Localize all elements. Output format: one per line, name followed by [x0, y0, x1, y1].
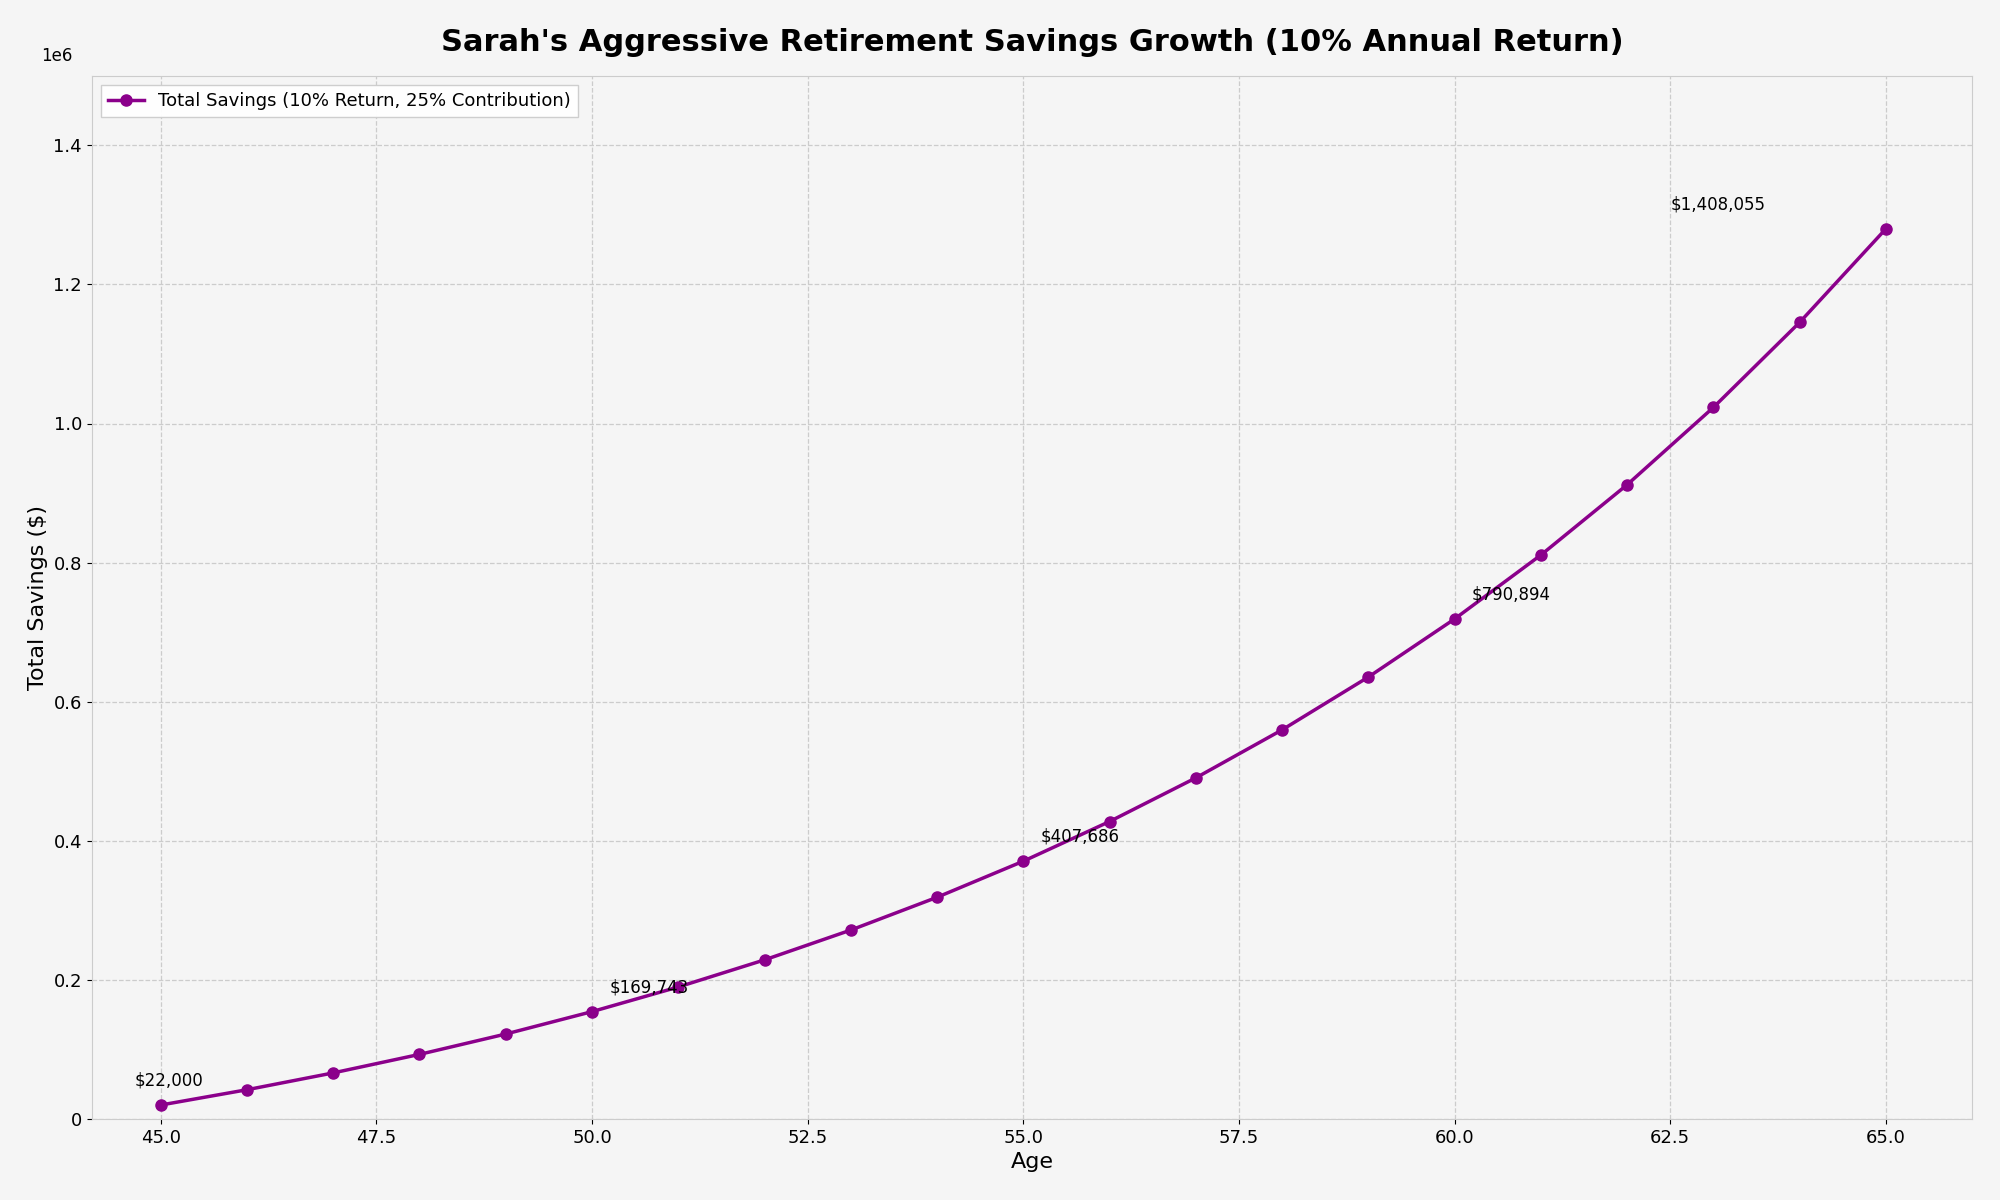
Total Savings (10% Return, 25% Contribution) — [1442, 612, 1466, 626]
X-axis label: Age: Age — [1010, 1152, 1054, 1172]
Total Savings (10% Return, 25% Contribution) — [1184, 770, 1208, 785]
Title: Sarah's Aggressive Retirement Savings Growth (10% Annual Return): Sarah's Aggressive Retirement Savings Gr… — [440, 28, 1624, 56]
Total Savings (10% Return, 25% Contribution) — [1356, 670, 1380, 684]
Total Savings (10% Return, 25% Contribution) — [148, 1098, 172, 1112]
Total Savings (10% Return, 25% Contribution) — [408, 1048, 432, 1062]
Total Savings (10% Return, 25% Contribution) — [322, 1066, 346, 1080]
Total Savings (10% Return, 25% Contribution) — [666, 979, 690, 994]
Total Savings (10% Return, 25% Contribution) — [1098, 815, 1122, 829]
Total Savings (10% Return, 25% Contribution) — [752, 953, 776, 967]
Total Savings (10% Return, 25% Contribution) — [1528, 548, 1552, 563]
Total Savings (10% Return, 25% Contribution) — [1616, 478, 1640, 492]
Total Savings (10% Return, 25% Contribution) — [234, 1082, 258, 1097]
Text: $169,743: $169,743 — [610, 978, 688, 996]
Line: Total Savings (10% Return, 25% Contribution): Total Savings (10% Return, 25% Contribut… — [156, 223, 1892, 1110]
Total Savings (10% Return, 25% Contribution) — [1788, 316, 1812, 330]
Total Savings (10% Return, 25% Contribution) — [1270, 722, 1294, 737]
Total Savings (10% Return, 25% Contribution) — [926, 890, 950, 905]
Text: 1e6: 1e6 — [42, 47, 72, 65]
Legend: Total Savings (10% Return, 25% Contribution): Total Savings (10% Return, 25% Contribut… — [100, 85, 578, 118]
Total Savings (10% Return, 25% Contribution) — [580, 1004, 604, 1019]
Total Savings (10% Return, 25% Contribution) — [1874, 222, 1898, 236]
Total Savings (10% Return, 25% Contribution) — [1702, 400, 1726, 414]
Y-axis label: Total Savings ($): Total Savings ($) — [28, 505, 48, 690]
Text: $22,000: $22,000 — [134, 1072, 204, 1090]
Total Savings (10% Return, 25% Contribution) — [1012, 854, 1036, 869]
Text: $790,894: $790,894 — [1472, 586, 1550, 604]
Text: $407,686: $407,686 — [1040, 828, 1120, 846]
Total Savings (10% Return, 25% Contribution) — [494, 1027, 518, 1042]
Total Savings (10% Return, 25% Contribution) — [838, 923, 862, 937]
Text: $1,408,055: $1,408,055 — [1670, 196, 1766, 214]
